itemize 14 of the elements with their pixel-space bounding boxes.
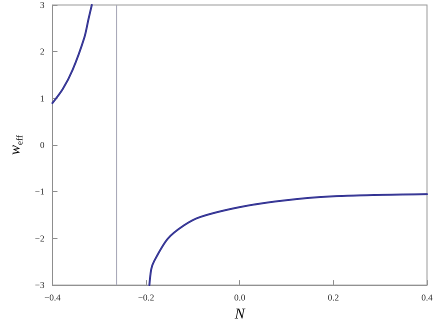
x-tick-label: 0.4 xyxy=(421,292,434,303)
y-tick-label: 2 xyxy=(40,46,44,57)
y-tick-label: −2 xyxy=(34,233,44,244)
y-tick-label: −1 xyxy=(34,186,44,197)
y-tick-label: 0 xyxy=(40,140,45,150)
y-axis-title: weff xyxy=(8,135,24,155)
x-tick-label: −0.2 xyxy=(138,292,154,303)
y-tick-label: 3 xyxy=(40,0,45,10)
y-tick-label: 1 xyxy=(40,93,44,104)
x-axis-title: N xyxy=(234,306,246,322)
x-tick-label: −0.4 xyxy=(44,292,62,303)
x-tick-label: 0.0 xyxy=(234,292,246,303)
x-tick-label: 0.2 xyxy=(328,292,339,303)
y-tick-label: −3 xyxy=(34,280,45,290)
